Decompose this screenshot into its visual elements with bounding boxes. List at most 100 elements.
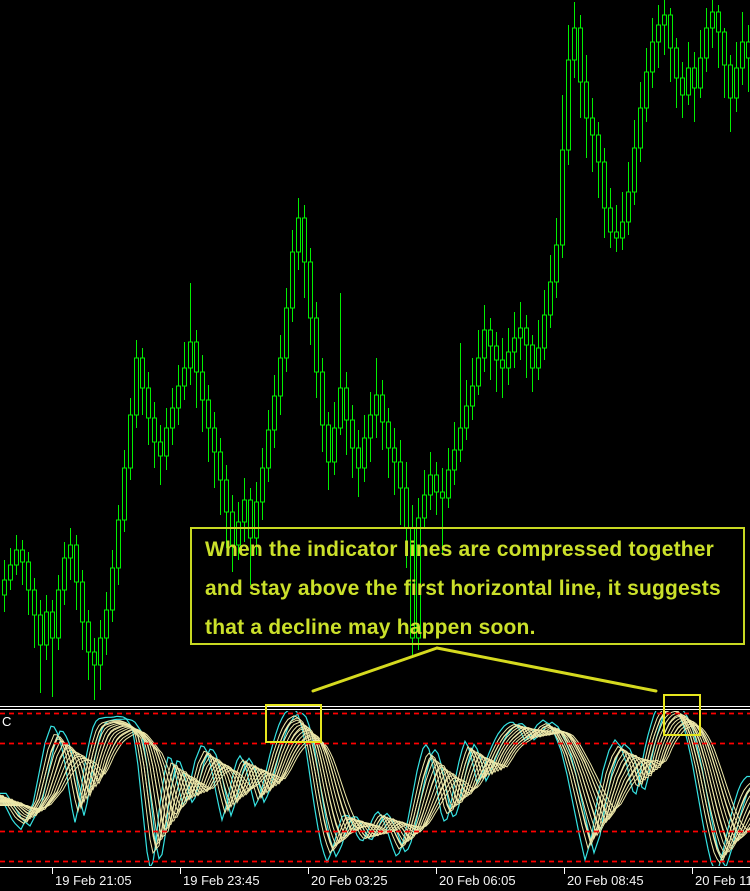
candle-body [110, 567, 115, 611]
candle-body [50, 611, 55, 639]
candle-body [104, 609, 109, 639]
price-pane [2, 0, 750, 700]
candle-body [506, 351, 511, 369]
candle-body [398, 461, 403, 489]
candle-body [596, 134, 601, 163]
candle-body [458, 427, 463, 451]
candle-body [38, 614, 43, 646]
candle-body [380, 394, 385, 423]
candle-body [530, 344, 535, 369]
indicator-line [0, 714, 750, 850]
candle-body [542, 314, 547, 349]
indicator-line [0, 717, 750, 845]
candle-body [710, 11, 715, 29]
candle-body [278, 357, 283, 397]
candle-body [266, 429, 271, 469]
candle-body [386, 421, 391, 449]
candle-body [572, 27, 577, 61]
candle-body [14, 549, 19, 566]
candle-body [158, 441, 163, 457]
candle-body [686, 67, 691, 96]
candle-body [128, 414, 133, 469]
candle-body [302, 217, 307, 263]
candle-body [344, 387, 349, 421]
candle-body [614, 231, 619, 239]
candle-body [404, 487, 409, 529]
candle-body [350, 419, 355, 449]
candle-body [656, 24, 661, 43]
candle-body [164, 427, 169, 457]
candle-body [470, 385, 475, 407]
candle-body [26, 561, 31, 591]
candle-body [452, 449, 457, 471]
candle-body [314, 317, 319, 373]
candle-body [242, 499, 247, 523]
candle-body [524, 327, 529, 346]
candle-body [236, 521, 241, 546]
candle-body [440, 491, 445, 499]
candle-body [368, 414, 373, 439]
candle-body [308, 261, 313, 319]
candle-body [668, 14, 673, 49]
candle-body [584, 81, 589, 119]
candle-body [248, 499, 253, 539]
candle-body [86, 621, 91, 653]
candle-body [284, 307, 289, 359]
candle-body [704, 27, 709, 59]
candle-body [434, 474, 439, 493]
candle-body [32, 589, 37, 616]
candle-body [134, 357, 139, 416]
candle-body [374, 394, 379, 416]
candle-body [626, 191, 631, 223]
candle-body [122, 467, 127, 521]
candle-body [566, 59, 571, 151]
candle-body [560, 149, 565, 246]
candle-body [74, 544, 79, 583]
candle-body [602, 161, 607, 209]
candle-body [620, 221, 625, 239]
candle-body [428, 474, 433, 496]
candle-body [290, 251, 295, 309]
pointer-line [435, 646, 658, 693]
candle-body [698, 57, 703, 89]
candle-body [692, 67, 697, 89]
candle-body [512, 337, 517, 353]
candle-body [44, 611, 49, 646]
candle-body [218, 451, 223, 481]
candle-body [590, 117, 595, 136]
candle-body [8, 564, 13, 581]
annotation-line: that a decline may happen soon. [205, 616, 536, 639]
candle-body [722, 31, 727, 66]
candle-body [644, 71, 649, 109]
candle-body [152, 417, 157, 443]
candle-body [548, 281, 553, 316]
candle-body [662, 14, 667, 26]
candle-body [716, 11, 721, 33]
candle-body [326, 424, 331, 463]
candle-body [272, 395, 277, 431]
candle-body [554, 244, 559, 283]
annotation-line: and stay above the first horizontal line… [205, 577, 721, 600]
indicator-line [0, 720, 750, 839]
candle-body [206, 399, 211, 429]
candle-body [194, 341, 199, 373]
candle-body [392, 447, 397, 463]
candle-body [638, 107, 643, 149]
candle-body [170, 407, 175, 429]
candle-body [650, 41, 655, 73]
candle-body [20, 549, 25, 563]
indicator-line [0, 712, 750, 853]
highlight-box [663, 694, 701, 736]
candle-body [2, 579, 7, 596]
indicator-line [0, 723, 750, 834]
candle-body [92, 651, 97, 666]
highlight-box [265, 704, 322, 743]
candle-body [332, 427, 337, 463]
candle-body [260, 467, 265, 503]
candle-body [518, 327, 523, 339]
candle-body [116, 519, 121, 569]
candle-body [200, 371, 205, 401]
candle-body [68, 544, 73, 559]
